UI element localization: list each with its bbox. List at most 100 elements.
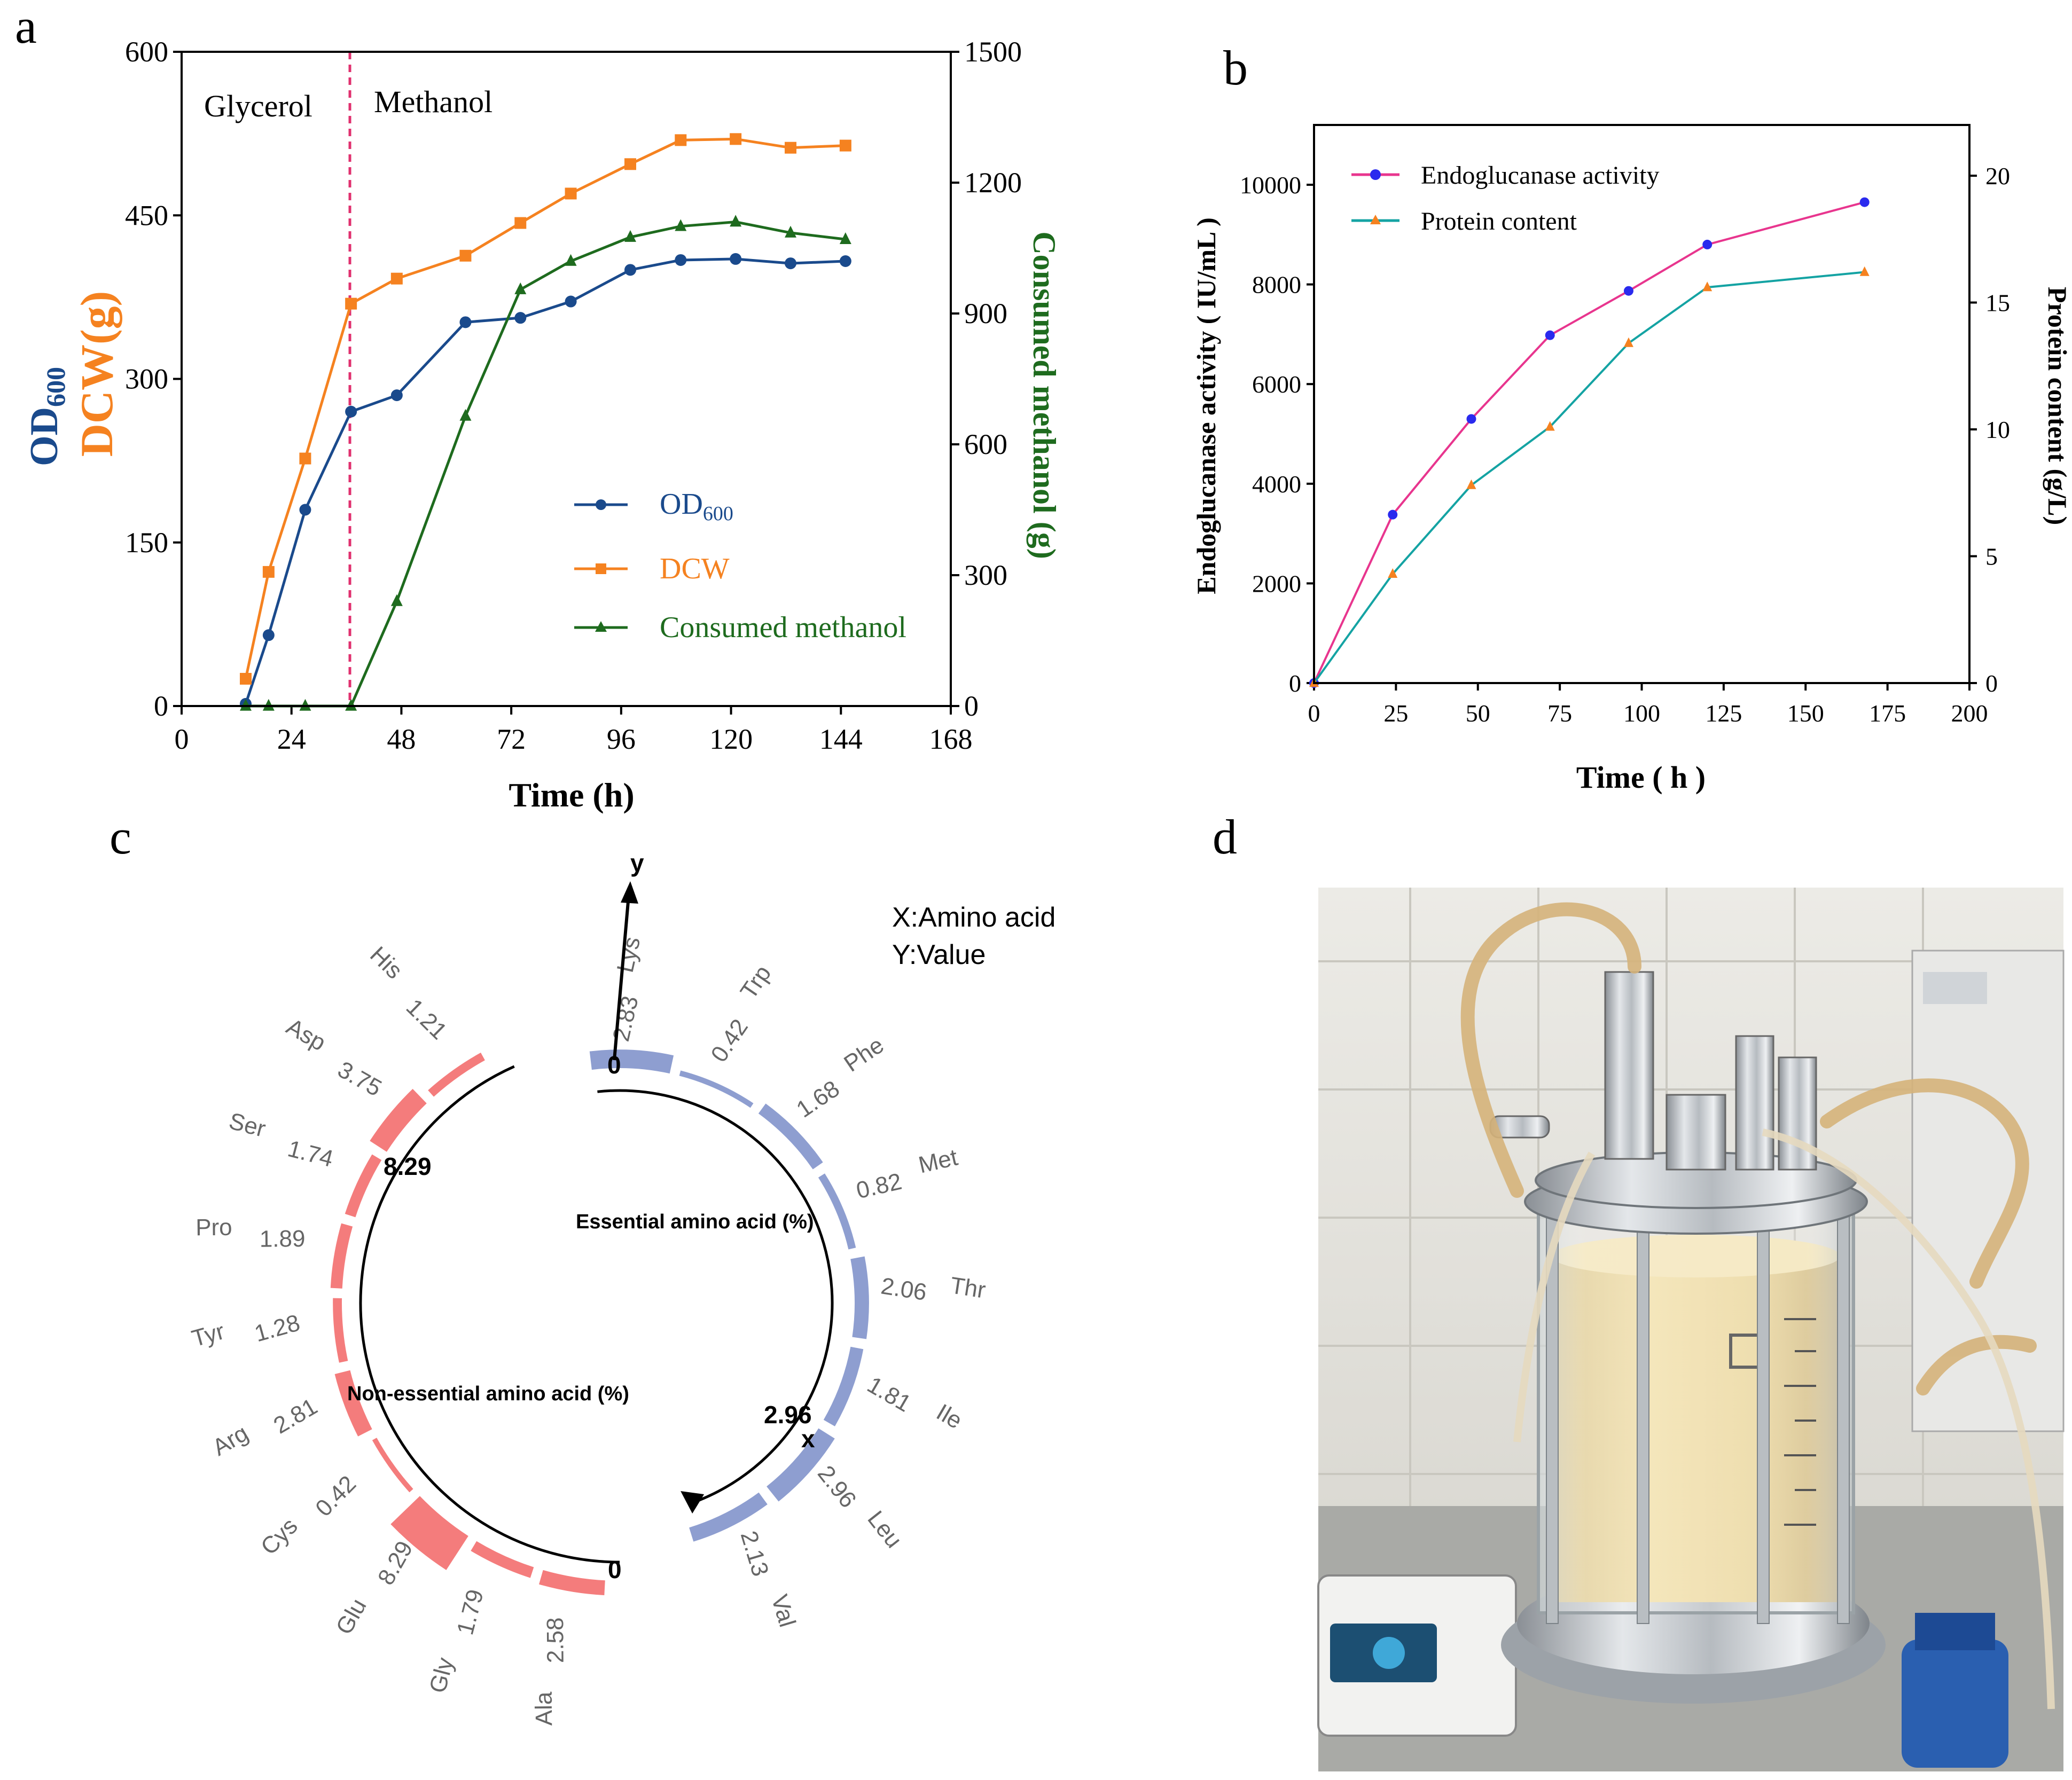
a-phase-right: Methanol xyxy=(374,84,492,119)
b-legend-label-endo: Endoglucanase activity xyxy=(1421,161,1660,190)
c-essential-bar-Thr xyxy=(850,1256,869,1339)
a-y-left-tick-label: 450 xyxy=(125,199,168,231)
a-series-0-point xyxy=(785,257,796,270)
a-y-left-label-dcw: DCW(g) xyxy=(71,291,122,457)
c-nonessential-name-His: His xyxy=(365,942,408,984)
a-phase-left: Glycerol xyxy=(204,89,312,123)
a-series-2-point xyxy=(299,699,311,711)
b-y-left-tick-label: 4000 xyxy=(1252,471,1301,498)
b-x-tick-label: 175 xyxy=(1869,700,1906,727)
c-essential-value-Phe: 1.68 xyxy=(792,1076,844,1123)
c-essential-bar-Leu xyxy=(767,1428,835,1502)
a-y-left-tick-label: 150 xyxy=(125,527,168,559)
a-series-1-point xyxy=(839,139,851,152)
c-nonessential-bar-His xyxy=(428,1053,485,1097)
a-x-tick-label: 24 xyxy=(277,723,306,755)
a-series-1-point xyxy=(240,672,252,685)
c-essential-name-Ile: Ile xyxy=(932,1399,967,1434)
c-ess-zero: 0 xyxy=(607,1051,621,1079)
c-nonessential-name-Cys: Cys xyxy=(256,1513,303,1560)
b-y-right-tick-label: 10 xyxy=(1985,416,2010,443)
b-series-line-1 xyxy=(1313,271,1865,684)
c-nonessential-axis-arc xyxy=(359,1065,620,1564)
a-y-right-tick-label: 1200 xyxy=(964,167,1022,199)
c-nonessential-value-Cys: 0.42 xyxy=(310,1471,361,1522)
a-y-right-tick-label: 600 xyxy=(964,428,1007,460)
a-series-1-point xyxy=(345,297,357,310)
c-essential-name-Thr: Thr xyxy=(949,1272,988,1303)
b-series-1-point xyxy=(1859,266,1870,276)
b-y-right-tick-label: 0 xyxy=(1985,670,1998,697)
c-essential-value-Trp: 0.42 xyxy=(706,1014,753,1067)
c-nonessential-value-Arg: 2.81 xyxy=(269,1393,322,1439)
a-series-0-point xyxy=(624,264,636,276)
b-series-1-point xyxy=(1623,337,1633,347)
c-nonessential-value-Gly: 1.79 xyxy=(452,1587,489,1637)
b-x-label: Time ( h ) xyxy=(1576,760,1706,795)
c-nonessential-bar-Arg xyxy=(334,1370,372,1437)
c-nonessential-name-Gly: Gly xyxy=(425,1655,459,1696)
b-series-1-point xyxy=(1388,568,1398,578)
c-essential-value-Ile: 1.81 xyxy=(863,1371,916,1417)
a-legend-marker-meth xyxy=(595,621,607,632)
panel-letter-c: c xyxy=(110,810,131,864)
c-non-title: Non-essential amino acid (%) xyxy=(347,1383,629,1405)
c-essential-name-Phe: Phe xyxy=(839,1032,888,1077)
a-series-2-point xyxy=(390,594,403,606)
b-y-left-tick-label: 6000 xyxy=(1252,371,1301,398)
a-y-left-tick-label: 300 xyxy=(125,363,168,395)
a-x-tick-label: 144 xyxy=(819,723,863,755)
a-legend-label-dcw: DCW xyxy=(660,552,730,585)
c-essential-bar-Phe xyxy=(758,1103,823,1170)
a-series-line-1 xyxy=(244,137,846,679)
c-nonessential-value-Pro: 1.89 xyxy=(260,1226,306,1252)
a-series-0-point xyxy=(262,629,275,641)
panel-letter-a: a xyxy=(15,0,37,53)
a-series-2-point xyxy=(730,215,742,227)
c-x-letter: x xyxy=(801,1425,815,1453)
b-series-0-point xyxy=(1466,414,1476,424)
b-y-right-label: Protein content (g/L) xyxy=(2043,287,2072,525)
c-ess-max: 2.96 xyxy=(764,1401,812,1429)
a-series-1-point xyxy=(565,187,577,200)
b-x-tick-label: 100 xyxy=(1623,700,1660,727)
b-series-0-point xyxy=(1702,239,1713,249)
c-y-arrowhead xyxy=(621,881,638,904)
c-nonessential-value-Tyr: 1.28 xyxy=(252,1309,303,1347)
c-y-letter: y xyxy=(630,849,644,877)
c-essential-value-Met: 0.82 xyxy=(854,1169,904,1204)
a-series-0-point xyxy=(459,316,472,328)
c-essential-axis-arrowhead xyxy=(681,1491,705,1514)
c-ess-title: Essential amino acid (%) xyxy=(576,1211,814,1233)
a-series-2-point xyxy=(514,282,527,294)
c-nonessential-bar-Tyr xyxy=(333,1298,348,1363)
a-y-right-label: Consumed methanol (g) xyxy=(1027,231,1062,559)
a-y-left-tick-label: 0 xyxy=(154,690,168,722)
a-legend-label-od: OD600 xyxy=(660,488,733,525)
b-x-tick-label: 75 xyxy=(1547,700,1572,727)
c-essential-bar-Lys xyxy=(589,1049,674,1074)
a-x-tick-label: 48 xyxy=(387,723,416,755)
c-nonessential-value-His: 1.21 xyxy=(401,994,452,1045)
c-nonessential-value-Asp: 3.75 xyxy=(333,1056,386,1102)
a-x-tick-label: 72 xyxy=(497,723,526,755)
c-essential-name-Leu: Leu xyxy=(862,1506,907,1553)
a-y-right-tick-label: 900 xyxy=(964,297,1007,330)
c-non-max: 8.29 xyxy=(384,1152,432,1180)
c-nonessential-value-Ser: 1.74 xyxy=(285,1135,336,1172)
b-y-left-tick-label: 0 xyxy=(1289,670,1301,697)
a-series-1-point xyxy=(299,452,311,465)
b-legend: Endoglucanase activity Protein content xyxy=(1351,161,1660,236)
a-y-right-tick-label: 1500 xyxy=(964,36,1022,68)
c-x-axis-label: X:Amino acid xyxy=(892,902,1055,933)
c-nonessential-name-Tyr: Tyr xyxy=(189,1318,228,1352)
b-x-tick-label: 0 xyxy=(1308,700,1320,727)
c-essential-value-Val: 2.13 xyxy=(736,1528,774,1579)
c-essential-axis-arc xyxy=(597,1089,834,1502)
c-nonessential-name-Asp: Asp xyxy=(282,1014,330,1056)
c-essential-name-Val: Val xyxy=(766,1591,800,1630)
b-y-left-label: Endoglucanase activity ( IU/mL ) xyxy=(1191,217,1221,594)
b-x-tick-label: 125 xyxy=(1705,700,1742,727)
c-nonessential-name-Pro: Pro xyxy=(196,1214,232,1241)
a-x-tick-label: 96 xyxy=(607,723,636,755)
